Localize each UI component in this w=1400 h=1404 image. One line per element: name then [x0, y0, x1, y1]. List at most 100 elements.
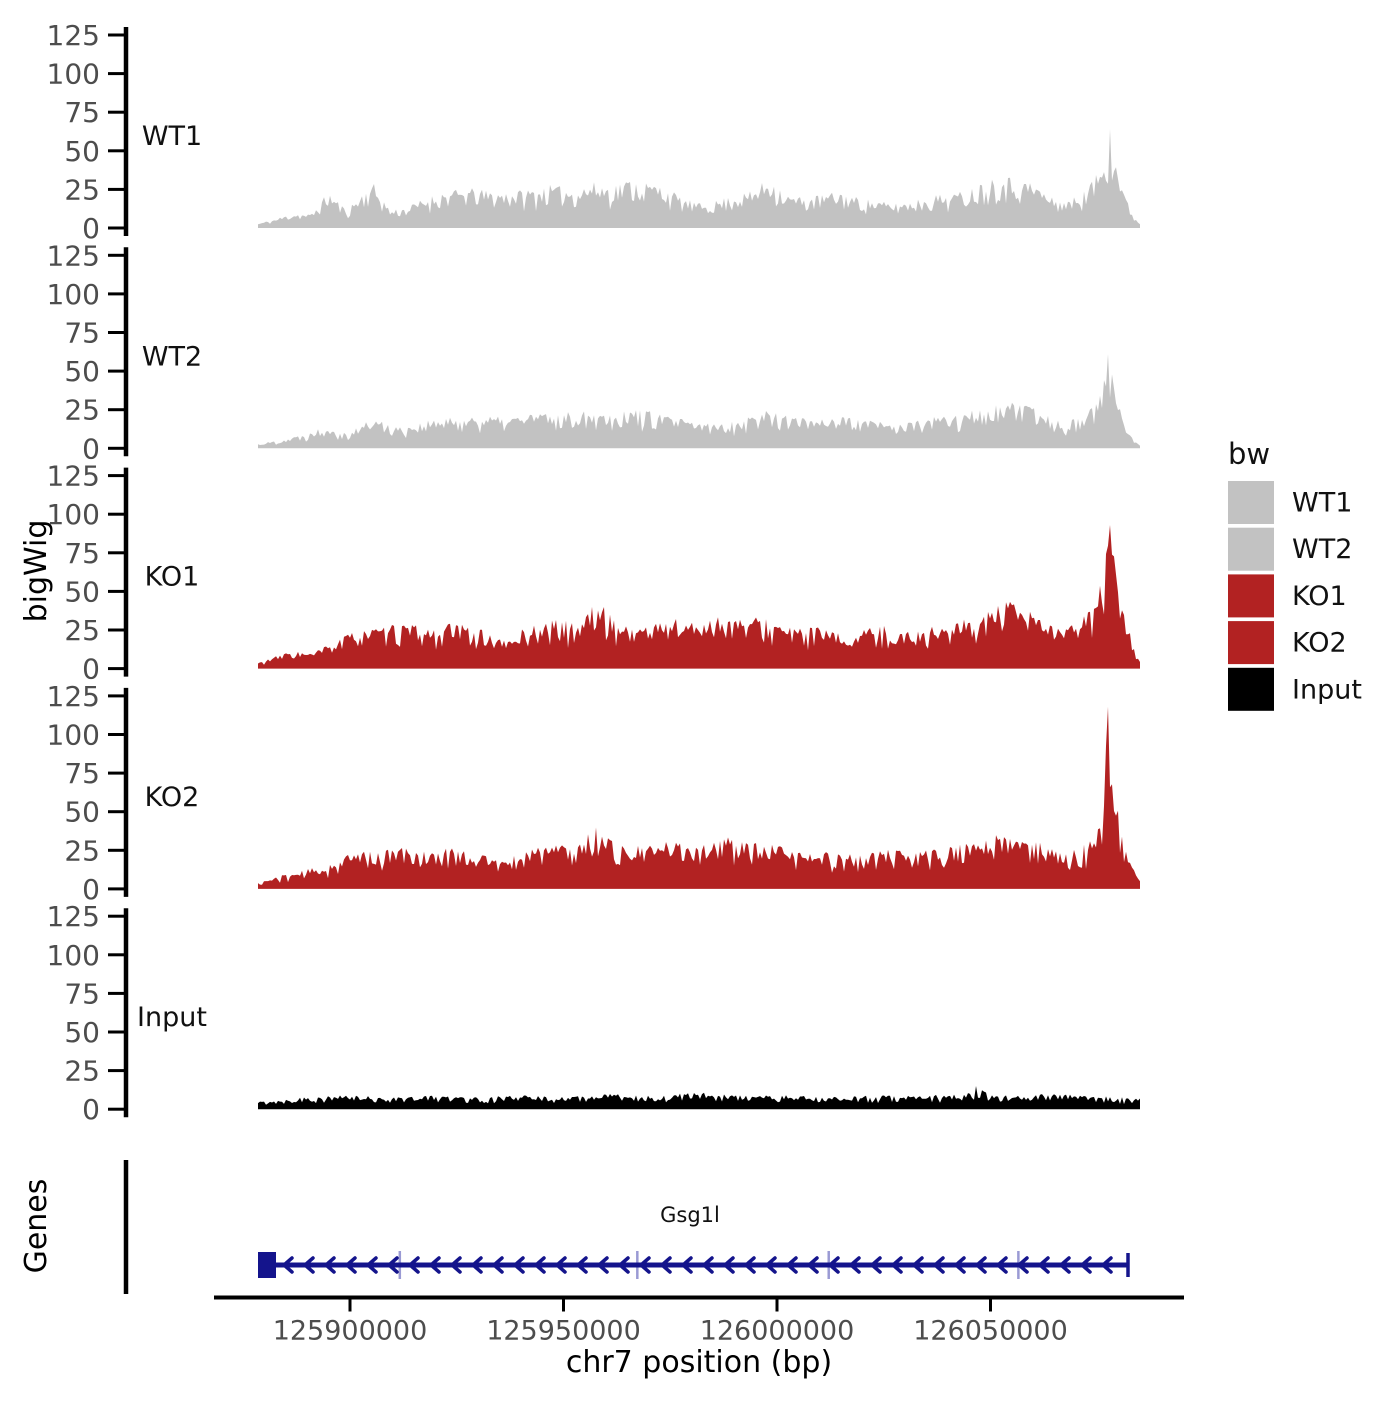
y-tick-label: 25 [64, 1055, 100, 1088]
y-tick-label: 100 [47, 278, 100, 311]
strand-arrow-left [828, 1256, 840, 1274]
track-panel-wt1: 0 25 50 75 100 125 WT1 [47, 19, 1140, 245]
strand-arrow-left [1080, 1256, 1092, 1274]
strand-arrow-left [807, 1256, 819, 1274]
strand-arrow-left [429, 1256, 441, 1274]
y-tick-label: 125 [47, 900, 100, 933]
strand-arrow-left [576, 1256, 588, 1274]
strand-arrow-left [387, 1256, 399, 1274]
legend-swatch [1228, 574, 1274, 618]
legend-swatch [1228, 621, 1274, 665]
y-tick-label: 75 [64, 317, 100, 350]
strand-arrow-left [513, 1256, 525, 1274]
legend-label: KO2 [1292, 628, 1347, 659]
strand-arrow-left [555, 1256, 567, 1274]
y-tick-label: 25 [64, 834, 100, 867]
strand-arrow-left [345, 1256, 357, 1274]
legend-title: bw [1228, 437, 1270, 471]
legend: bw WT1 WT2 KO1 KO2 Input [1228, 437, 1362, 711]
y-tick-label: 125 [47, 239, 100, 272]
strand-arrow-left [765, 1256, 777, 1274]
track-label: WT2 [142, 341, 202, 372]
strand-arrow-left [849, 1256, 861, 1274]
legend-swatch [1228, 481, 1274, 524]
y-tick-label: 75 [64, 757, 100, 790]
track-panel-input: 0 25 50 75 100 125 Input [47, 900, 1140, 1126]
strand-arrow-left [975, 1256, 987, 1274]
strand-arrow-left [597, 1256, 609, 1274]
y-tick-label: 0 [82, 873, 100, 906]
strand-arrow-left [492, 1256, 504, 1274]
legend-swatch [1228, 527, 1274, 571]
x-axis-title: chr7 position (bp) [566, 1345, 832, 1380]
y-tick-label: 25 [64, 394, 100, 427]
y-tick-label: 125 [47, 460, 100, 493]
legend-item-wt1: WT1 [1228, 481, 1352, 524]
y-tick-label: 0 [82, 212, 100, 245]
genes-panel-title: Genes [19, 1179, 54, 1274]
strand-arrow-left [996, 1256, 1008, 1274]
strand-arrow-left [744, 1256, 756, 1274]
y-tick-label: 75 [64, 537, 100, 570]
strand-arrow-left [891, 1256, 903, 1274]
strand-arrow-left [366, 1256, 378, 1274]
coverage-area-wt1 [258, 129, 1140, 228]
gene-glyph [258, 1251, 1130, 1279]
strand-arrow-left [450, 1256, 462, 1274]
strand-arrow-left [912, 1256, 924, 1274]
strand-arrow-left [723, 1256, 735, 1274]
legend-item-wt2: WT2 [1228, 527, 1352, 571]
y-axis-title: bigWig [19, 520, 54, 623]
y-tick-label: 100 [47, 939, 100, 972]
strand-arrow-left [954, 1256, 966, 1274]
legend-label: Input [1292, 674, 1362, 705]
legend-label: KO1 [1292, 581, 1347, 612]
x-tick-label: 126000000 [700, 1316, 855, 1347]
gene-track: Gsg1l [123, 1160, 1130, 1294]
strand-arrow-left [660, 1256, 672, 1274]
track-panel-wt2: 0 25 50 75 100 125 WT2 [47, 239, 1140, 465]
strand-arrow-left [933, 1256, 945, 1274]
y-tick-label: 100 [47, 58, 100, 91]
x-axis: 125900000 125950000 126000000 126050000 chr… [214, 1295, 1184, 1380]
track-label: Input [137, 1002, 207, 1033]
y-tick-label: 100 [47, 719, 100, 752]
y-tick-label: 0 [82, 653, 100, 686]
coverage-area-wt2 [258, 354, 1140, 449]
track-panel-ko1: 0 25 50 75 100 125 KO1 [47, 460, 1140, 686]
strand-arrow-left [1038, 1256, 1050, 1274]
track-panel-ko2: 0 25 50 75 100 125 KO2 [47, 680, 1140, 906]
y-tick-label: 100 [47, 498, 100, 531]
legend-item-input: Input [1228, 667, 1362, 711]
y-tick-label: 75 [64, 96, 100, 129]
legend-item-ko2: KO2 [1228, 621, 1347, 665]
y-tick-label: 25 [64, 173, 100, 206]
legend-label: WT2 [1292, 534, 1352, 565]
track-label: WT1 [142, 121, 202, 152]
strand-arrow-left [534, 1256, 546, 1274]
strand-arrow-left [471, 1256, 483, 1274]
strand-arrow-left [639, 1256, 651, 1274]
track-label: KO1 [145, 562, 200, 593]
coverage-area-input [258, 1086, 1140, 1110]
x-tick-label: 126050000 [913, 1316, 1068, 1347]
x-axis-ticks: 125900000 125950000 126000000 126050000 [273, 1299, 1068, 1347]
legend-item-ko1: KO1 [1228, 574, 1347, 618]
legend-swatch [1228, 667, 1274, 711]
y-tick-label: 50 [64, 575, 100, 608]
strand-arrow-left [870, 1256, 882, 1274]
track-label: KO2 [145, 782, 200, 813]
strand-arrow-left [282, 1256, 294, 1274]
strand-arrow-left [702, 1256, 714, 1274]
y-tick-label: 50 [64, 355, 100, 388]
y-tick-label: 50 [64, 135, 100, 168]
y-tick-label: 25 [64, 614, 100, 647]
strand-arrow-left [324, 1256, 336, 1274]
y-tick-label: 125 [47, 19, 100, 52]
y-tick-label: 125 [47, 680, 100, 713]
strand-arrow-left [681, 1256, 693, 1274]
strand-arrow-left [303, 1256, 315, 1274]
legend-items: WT1 WT2 KO1 KO2 Input [1228, 481, 1362, 711]
strand-arrow-left [618, 1256, 630, 1274]
